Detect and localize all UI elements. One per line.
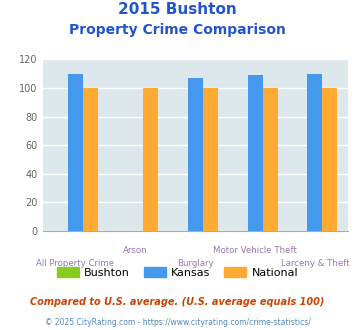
- Bar: [143, 88, 158, 231]
- Text: 2015 Bushton: 2015 Bushton: [118, 2, 237, 16]
- Bar: [68, 74, 83, 231]
- Legend: Bushton, Kansas, National: Bushton, Kansas, National: [52, 263, 303, 282]
- Bar: [322, 88, 337, 231]
- Text: Compared to U.S. average. (U.S. average equals 100): Compared to U.S. average. (U.S. average …: [30, 297, 325, 307]
- Bar: [248, 75, 263, 231]
- Text: Arson: Arson: [123, 246, 148, 255]
- Bar: [203, 88, 218, 231]
- Bar: [307, 74, 322, 231]
- Bar: [263, 88, 278, 231]
- Text: © 2025 CityRating.com - https://www.cityrating.com/crime-statistics/: © 2025 CityRating.com - https://www.city…: [45, 318, 310, 327]
- Text: All Property Crime: All Property Crime: [37, 259, 115, 268]
- Text: Burglary: Burglary: [177, 259, 214, 268]
- Bar: [188, 78, 203, 231]
- Text: Larceny & Theft: Larceny & Theft: [281, 259, 349, 268]
- Bar: [83, 88, 98, 231]
- Text: Motor Vehicle Theft: Motor Vehicle Theft: [213, 246, 297, 255]
- Text: Property Crime Comparison: Property Crime Comparison: [69, 23, 286, 37]
